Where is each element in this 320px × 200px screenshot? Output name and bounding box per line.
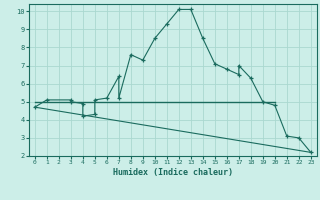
X-axis label: Humidex (Indice chaleur): Humidex (Indice chaleur): [113, 168, 233, 177]
